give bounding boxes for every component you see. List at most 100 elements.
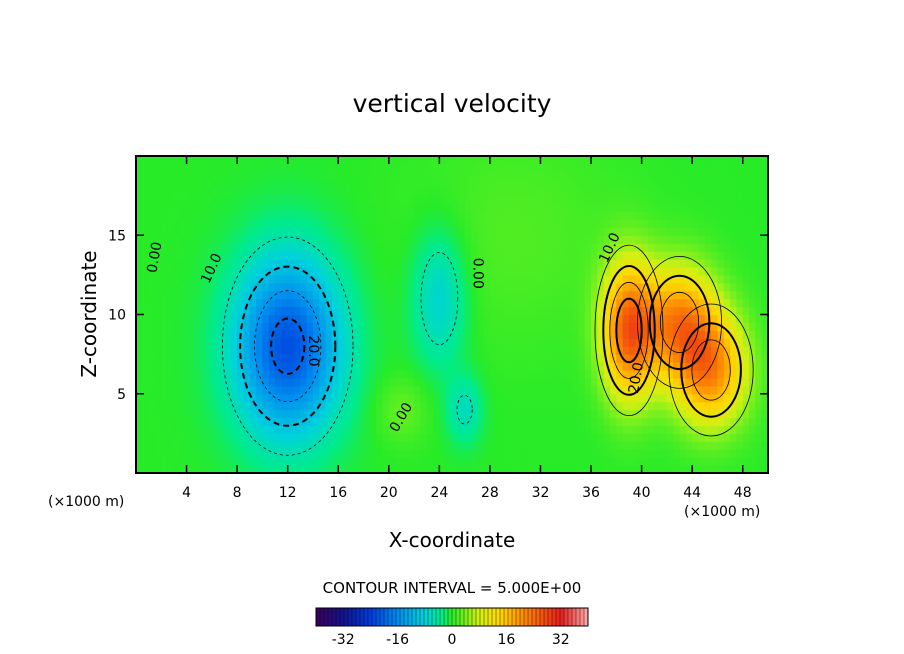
field-cell	[597, 171, 605, 181]
field-cell	[281, 179, 289, 189]
field-cell	[414, 211, 421, 220]
field-cell	[749, 266, 756, 276]
field-cell	[148, 235, 156, 244]
field-cell	[433, 259, 440, 268]
field-cell	[426, 243, 434, 252]
field-cell	[483, 377, 491, 387]
field-cell	[249, 377, 257, 387]
field-cell	[546, 298, 554, 308]
field-cell	[363, 235, 371, 244]
field-cell	[325, 377, 333, 387]
field-cell	[230, 274, 238, 284]
field-cell	[515, 369, 523, 379]
field-cell	[350, 385, 358, 395]
field-cell	[148, 251, 156, 260]
field-cell	[723, 171, 731, 181]
field-cell	[464, 156, 472, 165]
field-cell	[363, 330, 371, 339]
field-cell	[136, 338, 143, 347]
field-cell	[249, 187, 257, 197]
field-cell	[281, 266, 289, 276]
colorbar	[315, 607, 589, 627]
field-cell	[584, 441, 592, 450]
field-cell	[692, 179, 700, 189]
field-cell	[628, 465, 636, 473]
field-cell	[559, 346, 567, 355]
field-cell	[755, 195, 763, 205]
field-cell	[300, 235, 308, 244]
field-cell	[281, 251, 289, 260]
field-cell	[464, 314, 472, 324]
field-cell	[749, 235, 756, 244]
field-cell	[553, 465, 561, 473]
field-cell	[635, 243, 643, 252]
field-cell	[464, 425, 472, 434]
field-cell	[382, 274, 390, 284]
field-cell	[660, 393, 668, 403]
field-cell	[136, 211, 143, 220]
field-cell	[679, 441, 687, 450]
field-cell	[376, 346, 384, 355]
field-cell	[673, 401, 681, 411]
field-cell	[249, 409, 257, 419]
field-cell	[464, 235, 472, 244]
field-cell	[281, 306, 289, 316]
field-cell	[211, 441, 219, 450]
field-cell	[641, 203, 649, 213]
field-cell	[401, 219, 409, 228]
field-cell	[256, 235, 263, 244]
field-cell	[692, 298, 700, 308]
field-cell	[281, 219, 289, 228]
field-cell	[502, 346, 510, 355]
field-cell	[704, 274, 712, 284]
field-cell	[186, 251, 194, 260]
field-cell	[142, 282, 150, 292]
field-cell	[281, 156, 289, 165]
field-cell	[237, 362, 245, 371]
field-cell	[679, 219, 687, 228]
field-cell	[154, 401, 162, 411]
field-cell	[382, 425, 390, 434]
field-cell	[407, 338, 415, 347]
field-cell	[249, 203, 257, 213]
field-cell	[224, 433, 232, 442]
field-cell	[211, 433, 219, 442]
field-cell	[148, 322, 156, 331]
field-cell	[211, 385, 219, 395]
field-cell	[597, 179, 605, 189]
field-cell	[698, 211, 706, 220]
field-cell	[730, 330, 737, 339]
field-cell	[610, 369, 617, 379]
field-cell	[161, 457, 169, 466]
field-cell	[161, 187, 169, 197]
field-cell	[180, 235, 188, 244]
field-cell	[496, 385, 504, 395]
field-cell	[755, 433, 763, 442]
field-cell	[584, 354, 592, 363]
field-cell	[306, 393, 314, 403]
field-cell	[717, 163, 725, 173]
field-cell	[749, 465, 756, 473]
field-cell	[692, 203, 700, 213]
field-cell	[154, 282, 162, 292]
field-cell	[369, 330, 377, 339]
contour-line	[602, 265, 656, 396]
field-cell	[698, 369, 706, 379]
field-cell	[679, 251, 687, 260]
field-cell	[230, 219, 238, 228]
field-cell	[426, 282, 434, 292]
field-cell	[300, 195, 308, 205]
field-cell	[262, 425, 270, 434]
field-cell	[237, 457, 245, 466]
field-cell	[553, 401, 561, 411]
field-cell	[641, 457, 649, 466]
field-cell	[433, 433, 440, 442]
field-cell	[685, 187, 693, 197]
field-cell	[464, 163, 472, 173]
field-cell	[730, 179, 737, 189]
field-cell	[540, 314, 548, 324]
field-cell	[136, 195, 143, 205]
field-cell	[464, 227, 472, 236]
field-cell	[534, 322, 542, 331]
field-cell	[464, 465, 472, 473]
